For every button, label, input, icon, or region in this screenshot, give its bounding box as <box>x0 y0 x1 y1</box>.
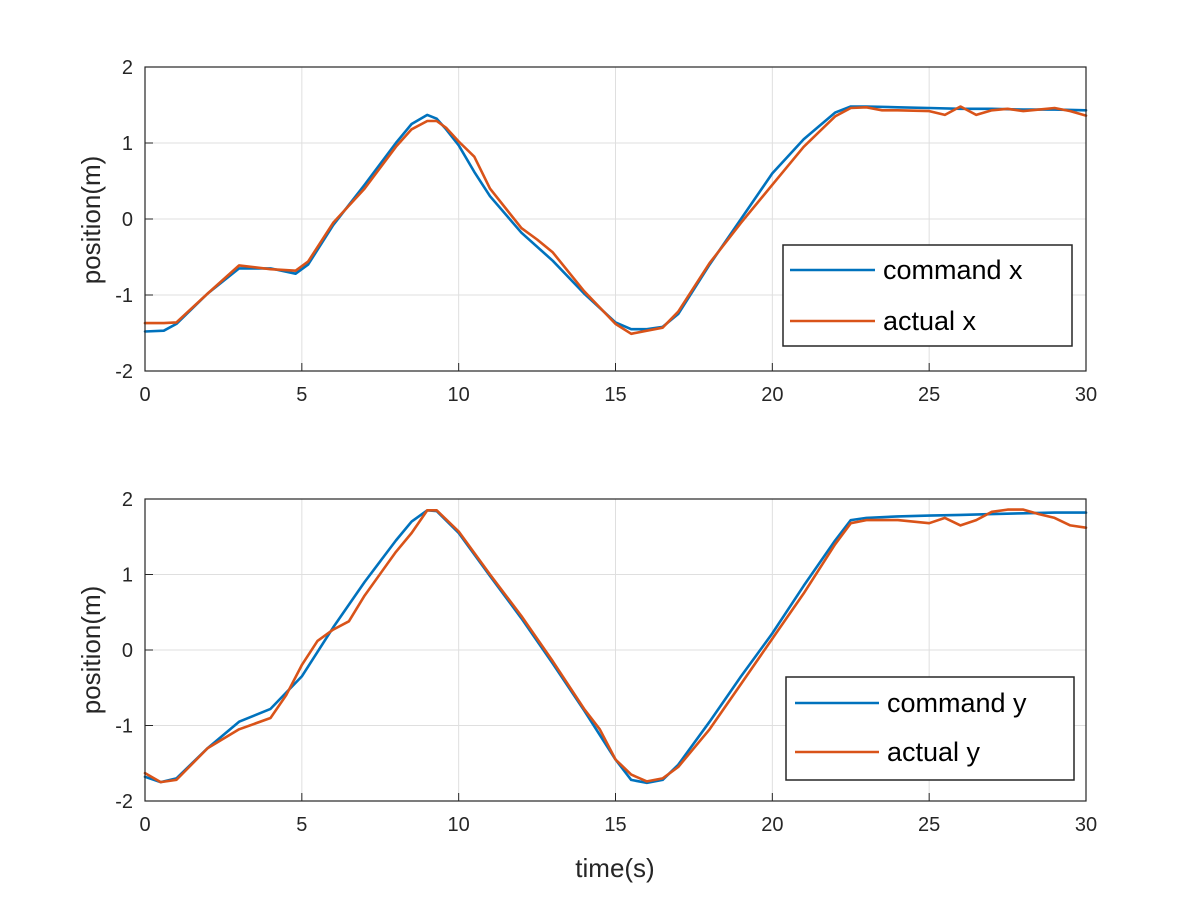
series-line-command-x <box>143 105 1088 333</box>
y-tick-label: -1 <box>115 285 133 307</box>
x-tick-label: 10 <box>448 384 470 406</box>
legend-box <box>785 676 1075 781</box>
x-tick-label: 20 <box>761 384 783 406</box>
x-tick-label: 25 <box>918 814 940 836</box>
y-tick-label: -2 <box>115 361 133 383</box>
x-tick-label: 0 <box>139 384 150 406</box>
x-tick-label: 30 <box>1075 384 1097 406</box>
x-tick-label: 25 <box>918 384 940 406</box>
y-tick-label: 0 <box>122 640 133 662</box>
y-tick-label: 0 <box>122 209 133 231</box>
x-tick-label: 5 <box>296 814 307 836</box>
y-axis-label: position(m) <box>76 586 106 715</box>
y-axis-label: position(m) <box>76 156 106 285</box>
y-tick-label: 2 <box>122 489 133 511</box>
series-line-actual-x <box>143 105 1088 336</box>
legend: command x actual x <box>782 244 1073 347</box>
x-tick-label: 20 <box>761 814 783 836</box>
x-tick-label: 5 <box>296 384 307 406</box>
y-tick-label: 2 <box>122 57 133 79</box>
x-tick-label: 10 <box>448 814 470 836</box>
x-axis-label: time(s) <box>575 853 654 883</box>
legend-box <box>782 244 1073 347</box>
legend: command y actual y <box>785 676 1075 781</box>
legend-label-actual-x: actual x <box>883 306 977 336</box>
y-tick-label: -2 <box>115 791 133 813</box>
y-tick-label: 1 <box>122 565 133 587</box>
x-tick-label: 15 <box>604 814 626 836</box>
legend-label-command-x: command x <box>883 255 1023 285</box>
y-tick-label: 1 <box>122 133 133 155</box>
legend-label-actual-y: actual y <box>887 737 981 767</box>
x-tick-label: 0 <box>139 814 150 836</box>
x-tick-label: 15 <box>604 384 626 406</box>
y-tick-label: -1 <box>115 716 133 738</box>
x-tick-label: 30 <box>1075 814 1097 836</box>
legend-label-command-y: command y <box>887 688 1027 718</box>
series-line-actual-y <box>143 508 1088 784</box>
